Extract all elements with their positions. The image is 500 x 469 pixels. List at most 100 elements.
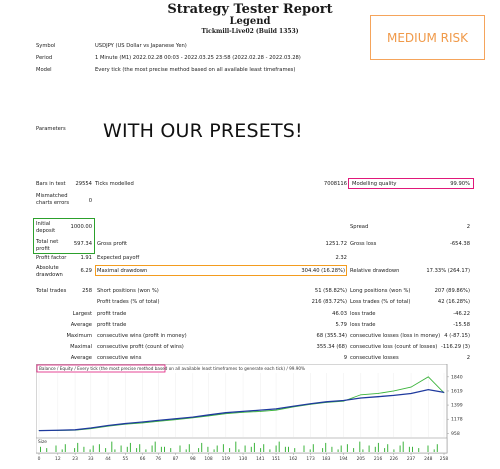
payoff-value: 2.32 [335, 255, 347, 261]
mcp-label: consecutive profit (count of wins) [97, 344, 184, 350]
mcl-label: consecutive losses (loss in money) [350, 333, 441, 339]
spread-label: Spread [350, 224, 369, 230]
point-equity [360, 394, 362, 396]
size-bar [368, 445, 370, 452]
x-tick-label: 151 [272, 456, 281, 462]
size-bar [216, 445, 218, 452]
size-bar [213, 449, 215, 452]
x-tick-label: 98 [190, 456, 196, 462]
grossprofit-label: Gross profit [97, 241, 128, 247]
size-bar [284, 446, 286, 452]
size-bar [303, 445, 305, 452]
grossloss-value: -654.38 [449, 241, 470, 247]
ticks-label: Ticks modelled [95, 181, 134, 187]
point-balance [225, 412, 227, 414]
size-bar [40, 446, 41, 452]
ltrades-label: Loss trades (% of total) [350, 299, 411, 305]
point-balance [242, 411, 244, 412]
point-balance [208, 414, 209, 416]
spread-value: 2 [466, 224, 470, 230]
mismatch-value: 0 [88, 198, 92, 204]
average-label: Average [70, 322, 92, 328]
size-bar [114, 449, 116, 452]
size-bar [340, 445, 342, 452]
server-label: Tickmill-Live02 (Build 1353) [201, 28, 299, 35]
absdd-label: Absolute drawdown [36, 265, 63, 278]
maxdd-value: 304.40 (16.28%) [301, 268, 345, 274]
x-tick-label: 141 [256, 456, 265, 462]
point-balance [90, 427, 92, 429]
quality-value: 99.90% [450, 181, 470, 187]
deposit-label: Initial deposit [36, 221, 56, 234]
size-bar [325, 442, 327, 452]
size-bar [61, 449, 63, 452]
ap-value: 5.79 [335, 322, 347, 328]
size-bar [89, 449, 91, 452]
trades-label: Total trades [36, 288, 67, 294]
y-tick-label: 1178 [451, 417, 463, 423]
point-equity [377, 393, 379, 394]
size-bar [260, 448, 262, 452]
bars-value: 29554 [75, 181, 92, 187]
size-bar [309, 449, 311, 452]
quality-label: Modelling quality [352, 181, 397, 187]
size-bar [164, 446, 165, 452]
x-tick-label: 119 [222, 456, 231, 462]
reldd-label: Relative drawdown [350, 268, 400, 274]
al-value: -15.58 [453, 322, 470, 328]
average2-label: Average [70, 355, 92, 361]
point-balance [393, 395, 395, 396]
size-bar [312, 444, 314, 452]
point-equity [275, 409, 277, 411]
point-balance [107, 425, 109, 426]
size-bar [77, 442, 79, 452]
ap-label: profit trade [97, 322, 127, 328]
point-balance [310, 403, 311, 405]
size-bar [222, 444, 224, 452]
x-tick-label: 12 [55, 456, 61, 462]
point-balance [443, 392, 445, 393]
size-bar [170, 448, 172, 452]
size-bar [229, 448, 231, 452]
size-bar [384, 448, 386, 452]
size-bar [331, 446, 333, 452]
short-value: 51 (58.82%) [314, 288, 347, 294]
point-balance [259, 409, 261, 411]
size-bar [427, 445, 429, 452]
x-tick-label: 226 [390, 456, 399, 462]
point-balance [427, 389, 429, 390]
point-balance [124, 423, 126, 424]
x-tick-label: 33 [88, 456, 94, 462]
mcw-value: 68 (355.34) [316, 333, 347, 339]
size-bar [288, 446, 289, 452]
maxdd-label: Maximal drawdown [97, 268, 148, 274]
mismatch-label: Mismatched charts errors [36, 193, 70, 206]
size-bar [374, 446, 376, 452]
x-tick-label: 162 [289, 456, 298, 462]
size-bar [359, 441, 361, 452]
maximal-label: Maximal [70, 344, 92, 350]
mcll-label: consecutive loss (count of losses) [350, 344, 438, 350]
chart-title: Balance / Equity / Every tick (the most … [39, 366, 305, 371]
size-bar [433, 449, 435, 452]
symbol-value: USDJPY (US Dollar vs Japanese Yen) [95, 43, 187, 49]
presets-banner: WITH OUR PRESETS! [103, 120, 303, 142]
x-tick-label: 205 [357, 456, 366, 462]
report-subtitle: Legend [229, 16, 271, 27]
long-label: Long positions (won %) [350, 288, 411, 294]
risk-badge: MEDIUM RISK [370, 15, 485, 60]
point-balance [38, 430, 40, 431]
size-bar [126, 446, 128, 452]
x-tick-label: 173 [306, 456, 315, 462]
largest-label: Largest [72, 311, 92, 317]
period-value: 1 Minute (M1) 2022.02.28 00:03 - 2022.03… [95, 55, 301, 61]
maxdd-highlight [95, 265, 347, 276]
deposit-value: 1000.00 [70, 224, 92, 230]
size-bar [98, 444, 100, 452]
size-bar [436, 444, 438, 452]
point-balance [157, 420, 159, 421]
size-bar [278, 441, 280, 452]
point-balance [142, 421, 143, 423]
point-balance [343, 400, 344, 401]
short-label: Short positions (won %) [97, 288, 159, 294]
